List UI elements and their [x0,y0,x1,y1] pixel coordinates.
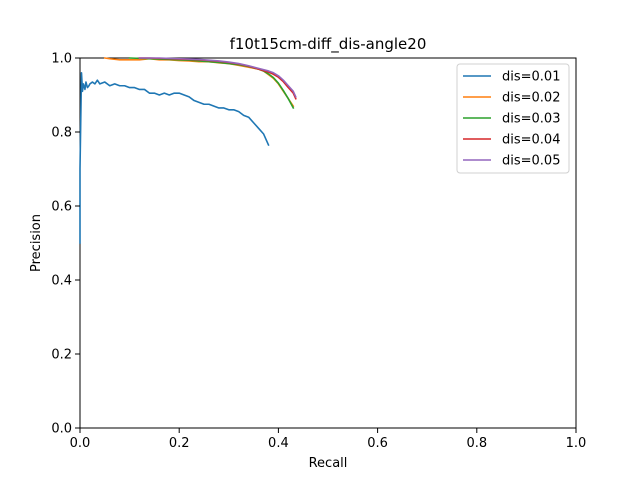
series-line-5 [138,57,297,98]
legend: dis=0.01 dis=0.02 dis=0.03 dis=0.04 dis=0.05 [456,63,570,174]
x-tick-label: 0.6 [367,436,388,451]
y-axis-ticks: 0.0 0.2 0.4 0.6 0.8 1.0 [51,52,80,437]
legend-label-4: dis=0.04 [502,133,560,148]
x-tick-label: 0.8 [466,436,487,451]
legend-label-2: dis=0.02 [502,91,560,106]
series-line-1 [79,72,270,244]
y-tick-label: 1.0 [51,52,72,67]
y-tick-label: 0.2 [51,348,72,363]
series-layer [79,57,297,244]
x-tick-label: 0.4 [268,436,289,451]
x-axis-label: Recall [309,456,348,471]
legend-box [456,63,570,174]
y-tick-label: 0.8 [51,126,72,141]
chart-title: f10t15cm-diff_dis-angle20 [230,35,427,54]
x-tick-label: 0.2 [169,436,190,451]
y-tick-label: 0.0 [51,422,72,437]
x-tick-label: 1.0 [566,436,587,451]
x-tick-label: 0.0 [70,436,91,451]
legend-label-3: dis=0.03 [502,112,560,127]
legend-label-5: dis=0.05 [502,154,560,169]
legend-label-1: dis=0.01 [502,70,560,85]
x-axis-ticks: 0.0 0.2 0.4 0.6 0.8 1.0 [70,428,587,451]
legend-items: dis=0.01 dis=0.02 dis=0.03 dis=0.04 dis=0.05 [463,70,560,169]
y-tick-label: 0.4 [51,274,72,289]
y-tick-label: 0.6 [51,200,72,215]
y-axis-label: Precision [29,214,44,272]
